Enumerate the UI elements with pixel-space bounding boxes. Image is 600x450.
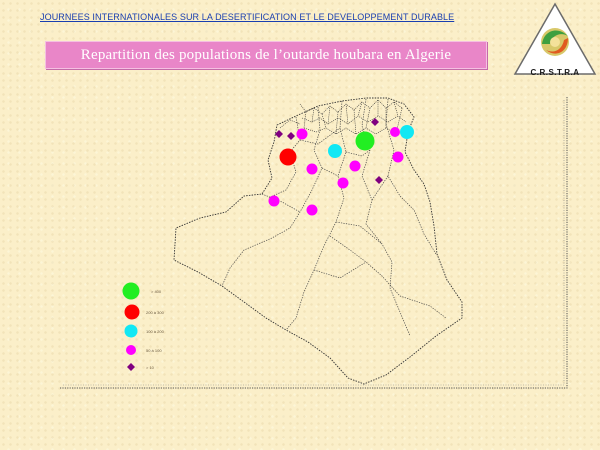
marker-green — [355, 131, 375, 151]
legend-symbol-cyan — [124, 324, 138, 338]
logo-text: C.R.S.T.R.A — [530, 68, 580, 77]
legend-symbol-green — [122, 282, 140, 300]
legend-symbol-red — [124, 304, 140, 320]
marker-cyan — [400, 125, 414, 139]
map-legend: > 400 200 à 300 100 à 200 50 à 100 > 10 — [122, 282, 165, 371]
marker-purple — [375, 176, 383, 184]
legend-label-cyan: 100 à 200 — [146, 329, 165, 334]
marker-magenta — [349, 160, 361, 172]
legend-label-green: > 400 — [151, 289, 162, 294]
map-frame — [60, 97, 568, 389]
marker-purple — [371, 118, 379, 126]
legend-symbol-purple — [127, 363, 135, 371]
legend-label-magenta: 50 à 100 — [146, 348, 162, 353]
province-boundaries — [221, 98, 447, 337]
marker-magenta — [337, 177, 349, 189]
logo-emblem-icon — [513, 2, 597, 75]
marker-red — [279, 148, 297, 166]
marker-magenta — [392, 151, 404, 163]
marker-purple — [287, 132, 295, 140]
legend-symbol-magenta — [126, 345, 136, 355]
crstra-logo: C.R.S.T.R.A — [512, 2, 598, 80]
header-link[interactable]: JOURNEES INTERNATIONALES SUR LA DESERTIF… — [40, 12, 455, 22]
northern-wilayas — [279, 99, 407, 135]
marker-purple — [275, 130, 283, 138]
legend-label-red: 200 à 300 — [146, 310, 165, 315]
population-markers — [268, 118, 414, 216]
marker-magenta — [306, 163, 318, 175]
marker-cyan — [328, 144, 342, 158]
legend-label-purple: > 10 — [146, 365, 155, 370]
marker-magenta — [268, 195, 280, 207]
page-title: Repartition des populations de l’outarde… — [80, 47, 452, 63]
title-banner: Repartition des populations de l’outarde… — [45, 41, 487, 69]
marker-magenta — [296, 128, 308, 140]
map-frame-inner — [62, 100, 565, 386]
marker-magenta — [306, 204, 318, 216]
country-outline — [173, 97, 463, 385]
marker-magenta — [390, 127, 400, 137]
